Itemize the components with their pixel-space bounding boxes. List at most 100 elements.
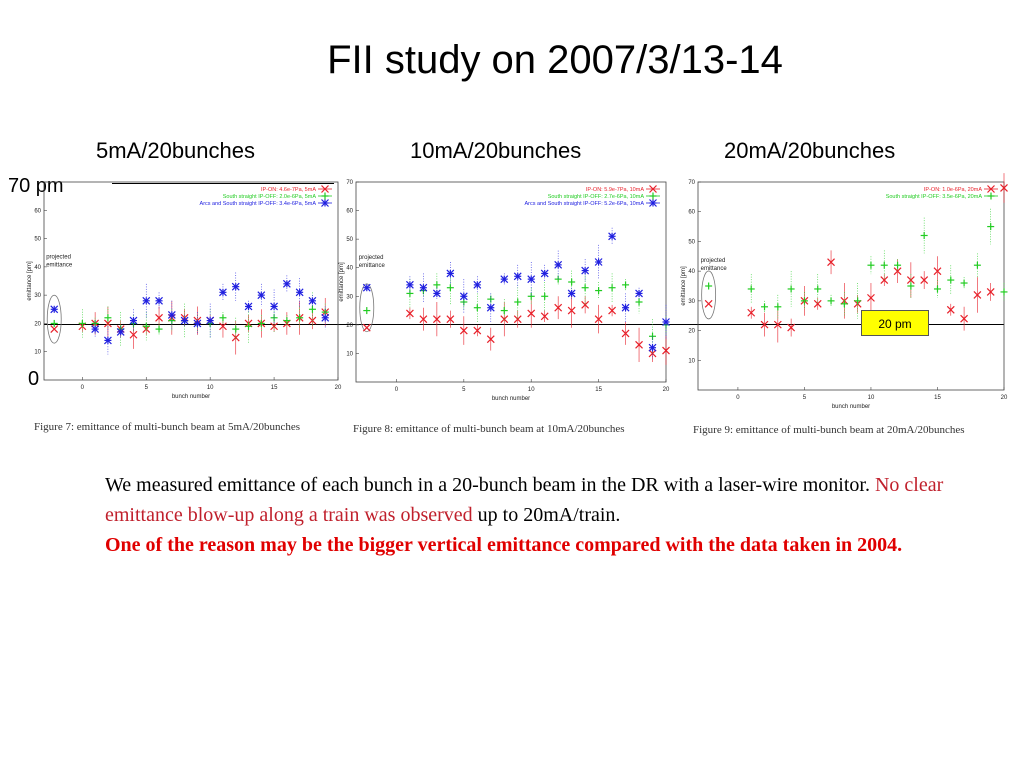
x-tick-label: 20 (663, 387, 670, 393)
series-1 (705, 208, 1008, 319)
data-point (595, 287, 603, 295)
20pm-badge: 20 pm (861, 310, 929, 336)
y-tick-label: 10 (34, 350, 41, 356)
data-point (608, 306, 617, 315)
reference-line-20pm (44, 324, 1004, 325)
data-point (296, 314, 304, 322)
data-point (180, 316, 189, 325)
data-point (581, 266, 590, 275)
data-point (167, 311, 176, 319)
data-point (747, 285, 755, 293)
data-point (827, 258, 835, 267)
legend-label: Arcs and South straight IP-OFF: 5.2e-6Pa… (524, 201, 644, 207)
x-tick-label: 15 (595, 387, 602, 393)
data-point (308, 296, 317, 305)
body-text: We measured emittance of each bunch in a… (105, 470, 975, 560)
panel-title-10ma: 10mA/20bunches (410, 138, 582, 163)
series-2 (50, 272, 330, 355)
data-point (827, 297, 835, 305)
data-point (800, 297, 808, 305)
x-tick-label: 20 (1001, 395, 1008, 401)
data-point (986, 288, 995, 296)
projected-point (362, 283, 371, 292)
projected-emittance-ellipse (701, 270, 717, 320)
data-point (513, 315, 522, 324)
y-tick-label: 50 (688, 239, 695, 245)
legend-label: IP-ON: 5.9e-7Pa, 10mA (586, 187, 644, 193)
data-point (500, 275, 509, 284)
legend-marker (321, 199, 329, 207)
data-point (282, 279, 291, 288)
data-point (232, 325, 240, 333)
legend-label: South straight IP-OFF: 2.7e-6Pa, 10mA (548, 194, 645, 200)
data-point (283, 317, 291, 325)
data-point (907, 282, 915, 290)
projected-emittance-label: emittance (46, 262, 73, 268)
y-tick-label: 20 (346, 323, 353, 329)
data-point (581, 300, 590, 309)
y-axis-label: emittance [pm] (339, 262, 345, 302)
y-axis-label: emittance [pm] (681, 266, 687, 306)
data-point (405, 280, 414, 289)
legend-marker (649, 199, 657, 207)
data-point (747, 308, 756, 317)
data-point (541, 292, 549, 300)
x-axis-label: bunch number (172, 394, 210, 400)
data-point (432, 315, 441, 324)
data-point (973, 261, 981, 269)
data-point (527, 275, 536, 284)
data-point (219, 322, 227, 331)
y-tick-label: 60 (34, 208, 41, 214)
data-point (1000, 288, 1008, 296)
projected-emittance-label: projected (701, 258, 726, 264)
data-point (920, 276, 929, 284)
data-point (513, 272, 522, 281)
legend-marker (649, 192, 657, 200)
y-tick-label: 40 (34, 265, 41, 271)
projected-emittance-label: projected (359, 255, 384, 261)
data-point (155, 325, 163, 333)
data-point (473, 280, 482, 289)
y-tick-label: 70 (346, 180, 353, 186)
data-point (662, 318, 670, 326)
legend-label: Arcs and South straight IP-OFF: 3.4e-6Pa… (200, 201, 317, 207)
data-point (662, 346, 670, 355)
data-point (880, 276, 889, 284)
data-point (621, 329, 630, 338)
data-point (594, 258, 603, 266)
data-point (257, 319, 265, 327)
data-point (321, 313, 330, 322)
x-tick-label: 0 (81, 385, 85, 391)
data-point (960, 314, 969, 323)
data-point (787, 323, 796, 332)
data-point (635, 289, 643, 298)
data-point (206, 316, 215, 325)
data-point (308, 305, 316, 313)
data-point (129, 316, 138, 325)
x-tick-label: 0 (736, 395, 740, 401)
projected-point (50, 319, 58, 327)
y-tick-label: 20 (34, 321, 41, 327)
y-axis-label: emittance [pm] (27, 261, 33, 301)
legend-marker (321, 185, 329, 193)
data-point (103, 319, 112, 328)
legend-label: IP-ON: 1.0e-6Pa, 20mA (924, 187, 982, 193)
data-point (554, 275, 562, 283)
panel-title-5ma: 5mA/20bunches (96, 138, 255, 163)
data-point (245, 322, 253, 330)
data-point (787, 285, 795, 293)
x-tick-label: 5 (462, 387, 466, 393)
data-point (231, 282, 240, 291)
x-tick-label: 20 (335, 385, 342, 391)
paragraph-1-end: up to 20mA/train. (477, 504, 621, 526)
data-point (760, 320, 769, 329)
data-point (91, 325, 100, 334)
series-1 (50, 292, 329, 347)
paragraph-1-highlight: No clear emittance blow-up along a train… (105, 474, 944, 526)
data-point (635, 340, 643, 349)
y-tick-label: 70 (688, 180, 695, 186)
data-point (432, 289, 441, 298)
projected-emittance-label: emittance (359, 263, 386, 269)
projected-emittance-ellipse (46, 294, 62, 344)
x-axis-label: bunch number (492, 396, 530, 402)
